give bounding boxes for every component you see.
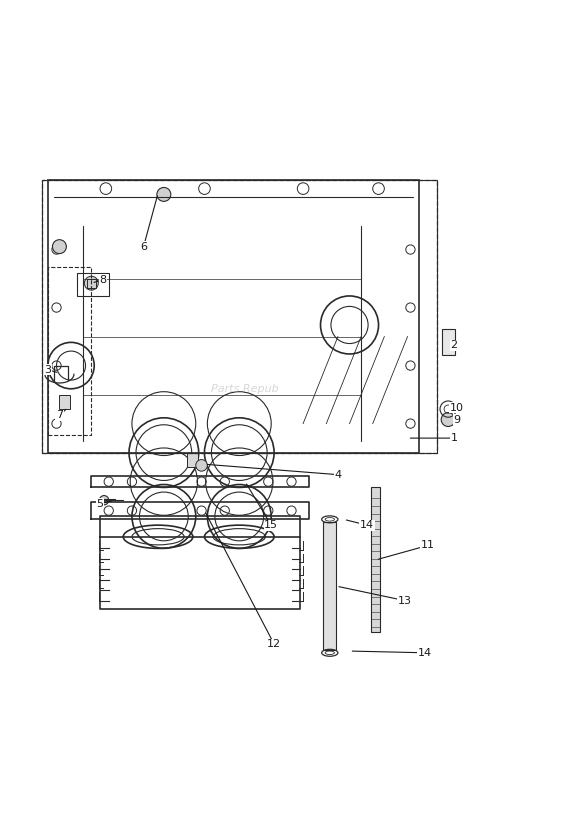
Text: 6: 6 (140, 241, 147, 251)
Bar (42, 180, 437, 452)
Text: 15: 15 (264, 520, 278, 530)
Circle shape (85, 276, 99, 290)
Bar (59, 395, 70, 409)
Text: 2: 2 (451, 340, 458, 350)
Text: 5: 5 (97, 499, 104, 508)
Text: 8: 8 (99, 274, 107, 285)
Bar (48, 180, 419, 452)
Text: 12: 12 (267, 639, 281, 649)
Text: 7: 7 (56, 410, 63, 420)
Circle shape (100, 495, 109, 505)
Bar (87, 279, 96, 288)
Bar (187, 452, 198, 467)
Text: 11: 11 (421, 541, 435, 550)
Text: 9: 9 (454, 414, 461, 424)
Bar (442, 329, 455, 355)
Text: 13: 13 (398, 596, 412, 606)
Text: 3: 3 (44, 365, 51, 375)
Text: 1: 1 (451, 433, 458, 443)
Text: 14: 14 (418, 648, 432, 658)
Text: 14: 14 (360, 520, 374, 530)
Bar (324, 522, 336, 650)
Bar (42, 180, 437, 452)
Text: Parts Repub: Parts Repub (211, 384, 279, 394)
Bar (77, 273, 109, 296)
Circle shape (196, 460, 208, 471)
Bar (371, 488, 380, 633)
Text: 4: 4 (335, 470, 342, 480)
Text: 10: 10 (450, 403, 464, 413)
Circle shape (157, 187, 171, 201)
Circle shape (441, 413, 455, 427)
Circle shape (52, 240, 66, 254)
